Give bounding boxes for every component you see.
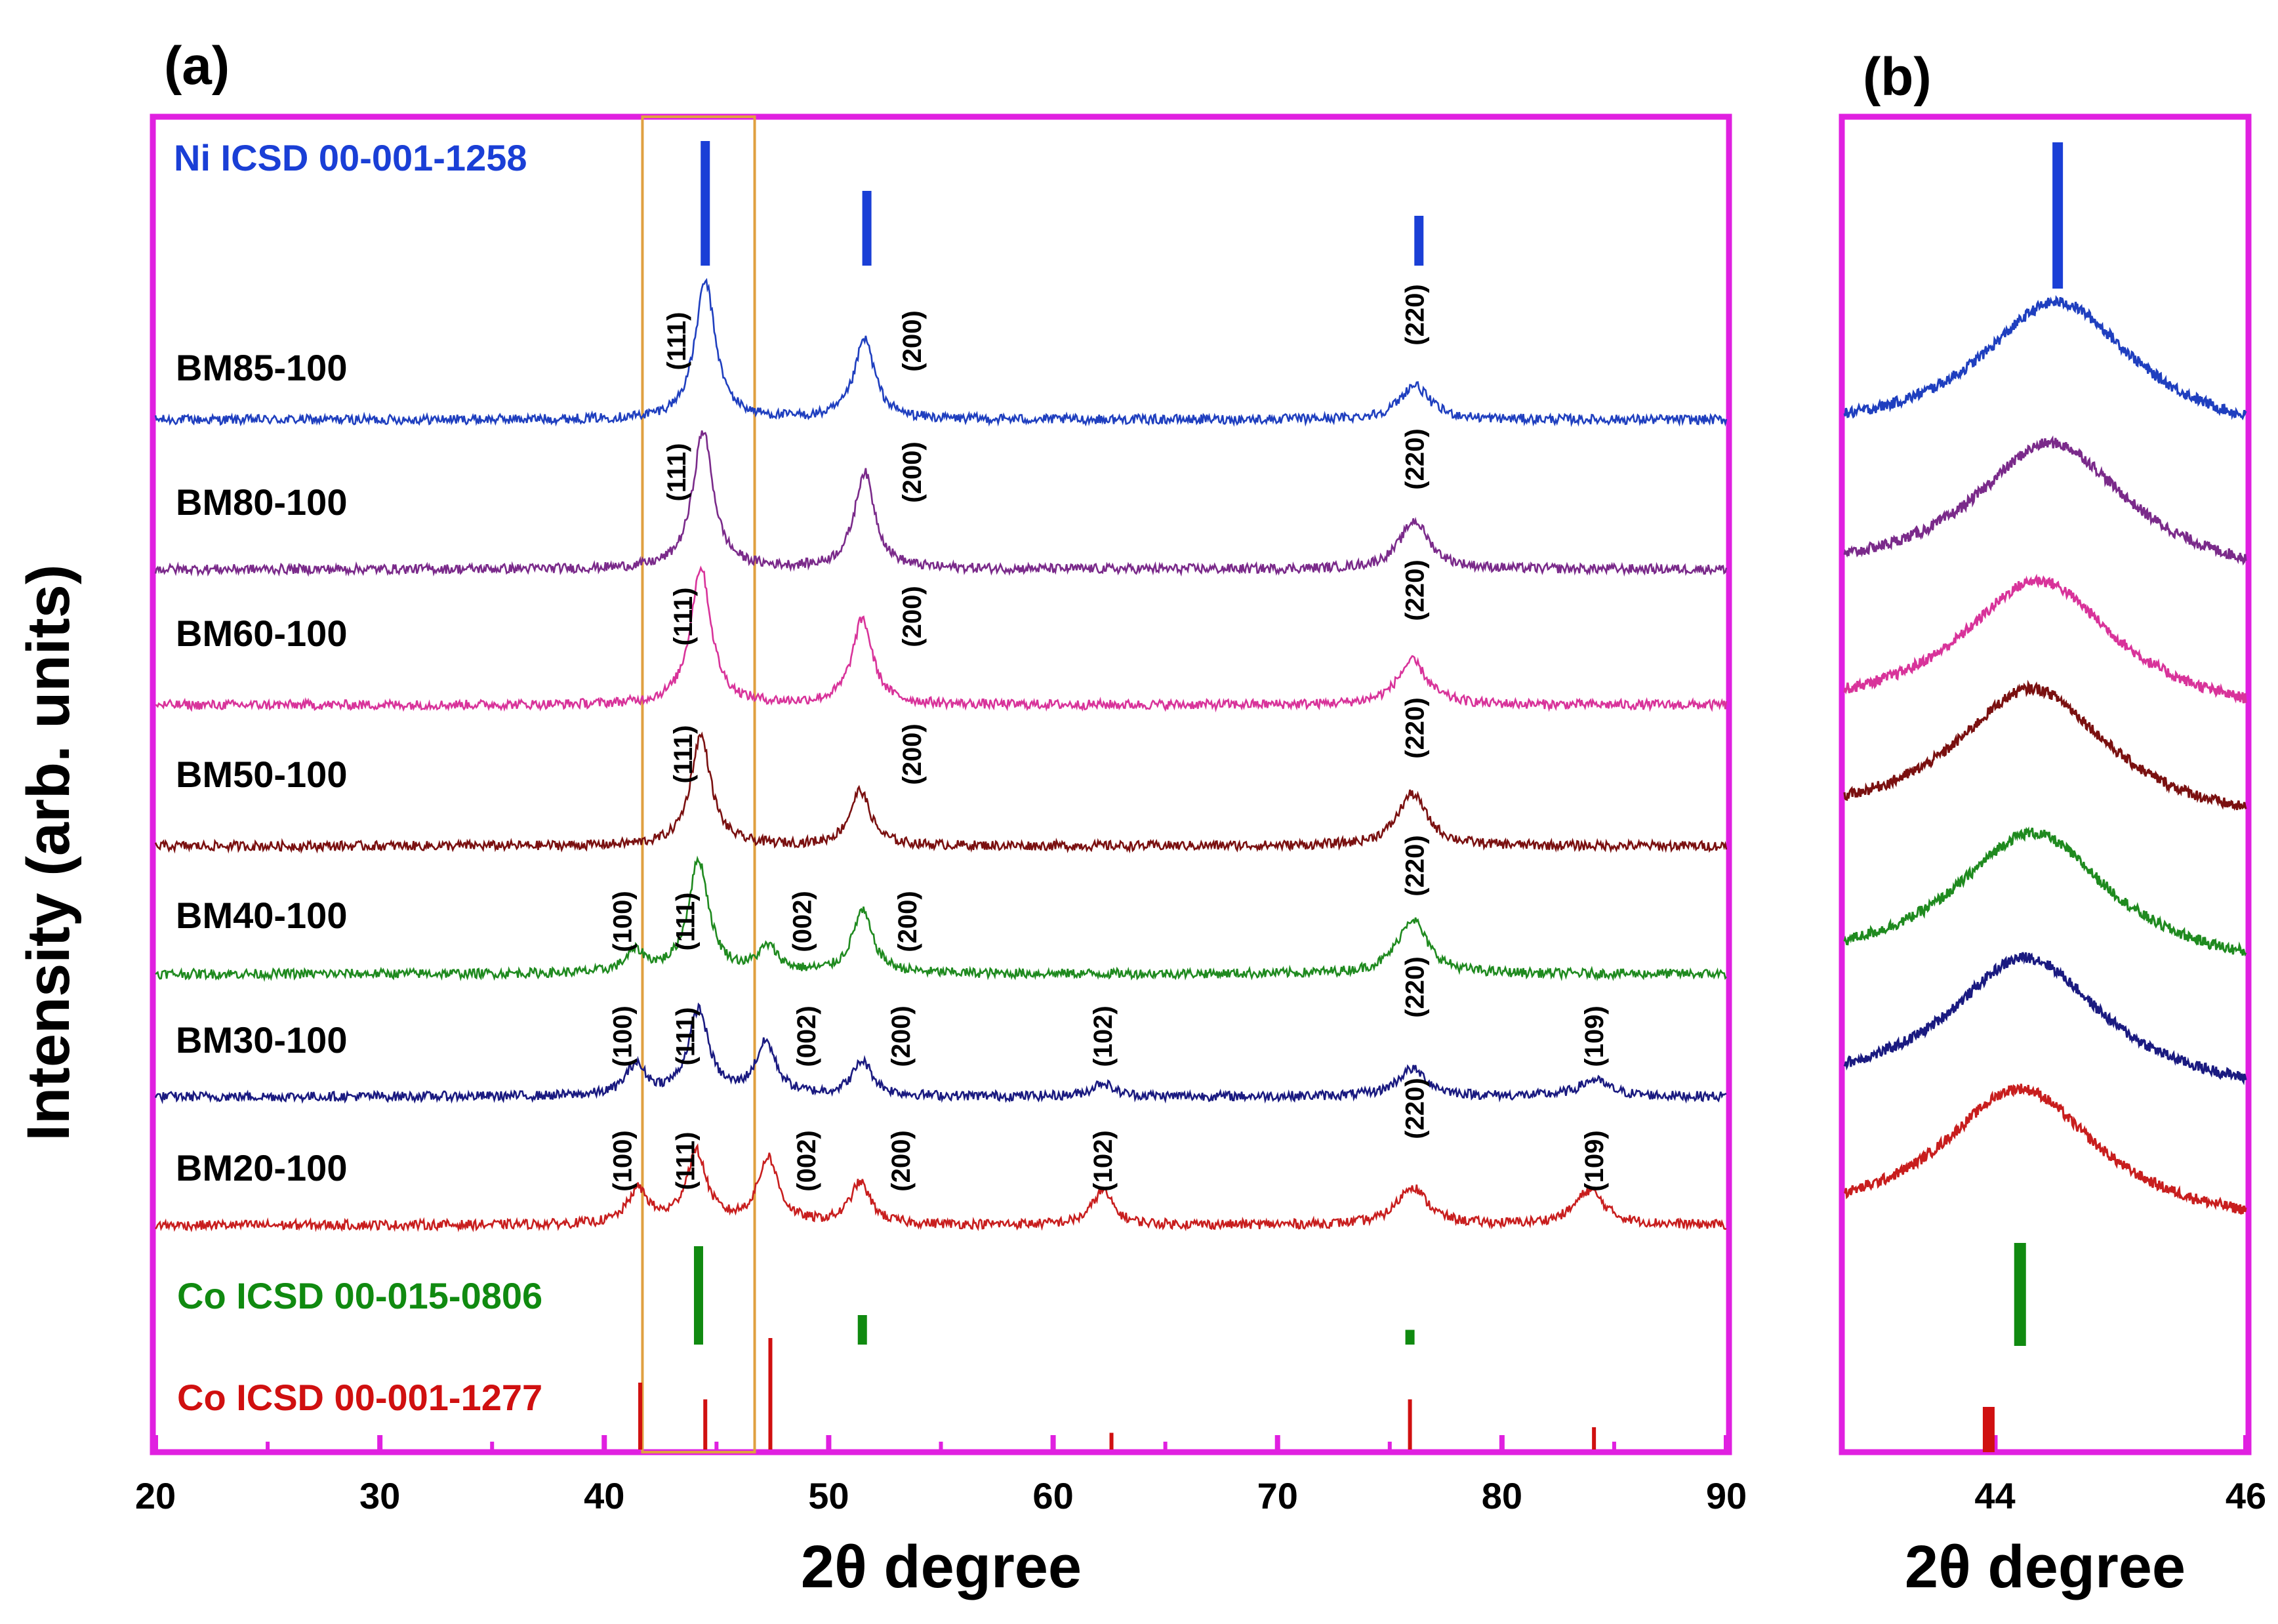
hkl-label: (102) bbox=[1089, 1130, 1118, 1191]
x-axis-title-a: 2θ degree bbox=[801, 1533, 1082, 1600]
hkl-label: (200) bbox=[898, 441, 927, 502]
series-name-label: BM40-100 bbox=[176, 895, 347, 936]
x-tick-label-a: 40 bbox=[584, 1475, 624, 1516]
hkl-label: (109) bbox=[1580, 1130, 1609, 1191]
hkl-label: (220) bbox=[1400, 1078, 1429, 1139]
hkl-label: (111) bbox=[669, 588, 698, 646]
panel-b-plot: 44 46 bbox=[1843, 142, 2266, 1516]
hkl-label: (200) bbox=[893, 891, 922, 952]
reference-label-co-hcp: Co ICSD 00-001-1277 bbox=[177, 1377, 542, 1418]
hkl-label: (220) bbox=[1400, 559, 1429, 620]
hkl-label: (220) bbox=[1400, 284, 1429, 345]
series-name-label: BM60-100 bbox=[176, 613, 347, 654]
series-name-label: BM80-100 bbox=[176, 481, 347, 523]
x-tick-label-a: 80 bbox=[1482, 1475, 1522, 1516]
hkl-label: (002) bbox=[788, 891, 817, 952]
x-tick-label-a: 20 bbox=[135, 1475, 176, 1516]
series-line-BM30-100 bbox=[154, 1002, 1727, 1105]
panel-a-label: (a) bbox=[164, 36, 230, 96]
series-name-label: BM20-100 bbox=[176, 1147, 347, 1188]
hkl-label: (220) bbox=[1400, 428, 1429, 489]
series-line-BM20-100 bbox=[155, 1143, 1727, 1232]
x-tick-label-a: 50 bbox=[808, 1475, 849, 1516]
x-axis-title-b: 2θ degree bbox=[1905, 1533, 2186, 1600]
panel-a-frame bbox=[150, 113, 1732, 1455]
x-tick-label-a: 90 bbox=[1706, 1475, 1747, 1516]
series-line-b-BM80-100 bbox=[1843, 435, 2247, 566]
hkl-label: (111) bbox=[662, 443, 691, 502]
x-tick-label-b: 46 bbox=[2226, 1475, 2266, 1516]
hkl-label: (200) bbox=[898, 723, 927, 784]
series-line-BM40-100 bbox=[155, 855, 1727, 983]
hkl-label: (111) bbox=[672, 1007, 701, 1066]
series-line-BM60-100 bbox=[155, 565, 1728, 713]
panel-b-label: (b) bbox=[1863, 47, 1932, 107]
series-line-b-BM60-100 bbox=[1843, 573, 2247, 704]
hkl-label: (102) bbox=[1089, 1005, 1118, 1066]
hkl-label: (100) bbox=[609, 1130, 638, 1191]
series-name-label: BM30-100 bbox=[176, 1019, 347, 1061]
hkl-label: (109) bbox=[1580, 1005, 1609, 1066]
series-line-b-BM50-100 bbox=[1843, 680, 2247, 811]
series-name-label: BM50-100 bbox=[176, 754, 347, 795]
hkl-label: (200) bbox=[887, 1005, 916, 1066]
hkl-label: (220) bbox=[1400, 697, 1429, 758]
x-tick-label-a: 60 bbox=[1032, 1475, 1073, 1516]
reference-label-co-fcc: Co ICSD 00-015-0806 bbox=[177, 1275, 542, 1316]
hkl-label: (100) bbox=[609, 891, 638, 952]
hkl-label: (111) bbox=[672, 1132, 701, 1190]
panel-a-plot: 20 30 40 50 60 70 80 90 Ni ICSD 00-001-1258 Co IC… bbox=[135, 137, 1747, 1516]
hkl-label: (111) bbox=[669, 725, 698, 784]
hkl-label: (002) bbox=[792, 1005, 821, 1066]
highlight-box bbox=[641, 115, 756, 1453]
hkl-label: (200) bbox=[898, 586, 927, 647]
hkl-label: (111) bbox=[672, 893, 701, 951]
hkl-label: (111) bbox=[662, 312, 691, 371]
series-line-BM85-100 bbox=[154, 277, 1728, 428]
hkl-label: (100) bbox=[609, 1005, 638, 1066]
series-line-BM50-100 bbox=[154, 731, 1728, 854]
series-line-b-BM20-100 bbox=[1843, 1084, 2247, 1215]
reference-label-ni: Ni ICSD 00-001-1258 bbox=[174, 137, 527, 178]
hkl-label: (220) bbox=[1400, 835, 1429, 896]
x-tick-label-a: 70 bbox=[1257, 1475, 1298, 1516]
hkl-label: (200) bbox=[887, 1130, 916, 1191]
hkl-label: (200) bbox=[898, 310, 927, 371]
series-line-BM80-100 bbox=[154, 430, 1728, 577]
x-tick-label-a: 30 bbox=[359, 1475, 400, 1516]
series-name-label: BM85-100 bbox=[176, 347, 347, 388]
hkl-label: (220) bbox=[1400, 956, 1429, 1017]
series-line-b-BM85-100 bbox=[1843, 294, 2247, 420]
panel-b-frame bbox=[1839, 113, 2252, 1455]
hkl-label: (002) bbox=[792, 1130, 821, 1191]
y-axis-title: Intensity (arb. units) bbox=[15, 564, 82, 1141]
series-line-b-BM40-100 bbox=[1843, 826, 2247, 957]
series-line-b-BM30-100 bbox=[1843, 952, 2247, 1086]
x-tick-label-b: 44 bbox=[1974, 1475, 2015, 1516]
